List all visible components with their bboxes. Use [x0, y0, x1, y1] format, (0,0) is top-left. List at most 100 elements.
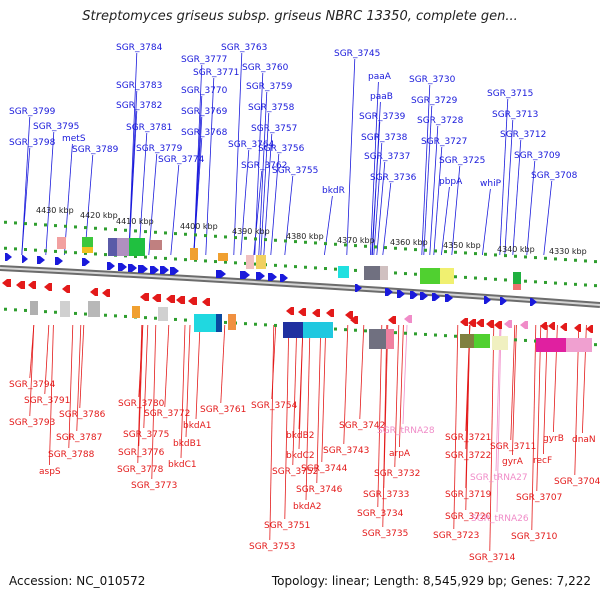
gene-label-bottom: SGR_3721 — [445, 433, 491, 443]
scale-tick — [144, 230, 147, 234]
top-gene-labels: SGR_3784 SGR_3763 SGR_3777 SGR_3771 SGR_3760… — [9, 43, 578, 196]
topology-length-genes: Topology: linear; Length: 8,545,929 bp; … — [271, 574, 591, 588]
feature-block — [283, 322, 303, 338]
gene-label-top: SGR_3777 — [181, 55, 227, 65]
scale-tick — [334, 267, 337, 271]
scale-tick — [414, 272, 417, 276]
scale-tick — [244, 261, 247, 265]
leader-line-top — [254, 72, 264, 256]
gene-label-bottom: bkdC2 — [286, 451, 315, 461]
scale-tick — [134, 229, 137, 233]
scale-tick — [464, 275, 467, 279]
scale-tick — [4, 307, 7, 311]
scale-tick — [494, 277, 497, 281]
leader-line-top — [45, 131, 55, 256]
leader-line-bottom — [321, 324, 327, 463]
scale-tick — [334, 327, 337, 331]
scale-tick — [34, 248, 37, 252]
feature-block — [492, 336, 508, 350]
gene-label-top: SGR_3798 — [9, 138, 56, 148]
leader-line-bottom — [510, 324, 516, 441]
scale-tick — [124, 228, 127, 232]
leader-line-bottom — [512, 324, 517, 456]
scale-tick — [24, 308, 27, 312]
scale-tick — [324, 242, 327, 246]
scale-tick — [354, 244, 357, 248]
scale-tick — [454, 250, 457, 254]
scale-tick — [14, 221, 17, 225]
reverse-gene-arrow — [460, 318, 468, 326]
leader-line-bottom — [151, 324, 157, 480]
gene-label-top: SGR_3783 — [116, 81, 162, 91]
gene-label-bottom: bkdA2 — [293, 502, 322, 512]
leader-line-top — [373, 142, 383, 256]
scale-tick — [104, 227, 107, 231]
leader-line-top — [370, 81, 379, 256]
gene-label-top: SGR_3708 — [531, 171, 578, 181]
leader-line-bottom — [465, 324, 471, 511]
gene-label-bottom: SGR_3734 — [357, 509, 404, 519]
gene-label-bottom: SGR_3776 — [118, 448, 165, 458]
leader-line-bottom — [220, 324, 226, 404]
scale-tick — [384, 246, 387, 250]
leader-line-bottom — [399, 324, 404, 448]
leader-line-top — [441, 186, 450, 256]
leader-line-top — [526, 160, 536, 256]
scale-tick — [314, 266, 317, 270]
scale-tick — [564, 258, 567, 262]
gene-label-top: SGR_3763 — [221, 43, 267, 53]
leader-line-top — [504, 119, 514, 256]
gene-label-bottom: SGR_3742 — [339, 421, 385, 431]
gene-label-bottom: SGR_3791 — [24, 396, 70, 406]
gene-label-bottom: SGR_3733 — [363, 490, 409, 500]
scale-tick — [74, 251, 77, 255]
gene-label-bottom: SGR_3704 — [554, 477, 600, 487]
scale-tick — [244, 322, 247, 326]
scale-tick — [84, 251, 87, 255]
feature-block — [132, 306, 140, 318]
scale-tick — [414, 332, 417, 336]
scale-tick — [4, 246, 7, 250]
leader-line-bottom — [298, 324, 304, 450]
scale-tick — [154, 316, 157, 320]
gene-label-top: SGR_3771 — [193, 68, 239, 78]
scale-tick — [424, 332, 427, 336]
reverse-gene-arrow — [486, 320, 494, 328]
scale-tick — [244, 236, 247, 240]
gene-label-top: SGR_3736 — [370, 173, 417, 183]
gene-label-top: whiP — [480, 179, 502, 189]
leader-line-bottom — [164, 324, 170, 408]
leader-line-bottom — [76, 324, 82, 432]
leader-line-top — [253, 170, 263, 256]
scale-tick — [304, 240, 307, 244]
feature-block — [513, 272, 521, 284]
feature-block — [216, 314, 222, 332]
scale-tick — [274, 263, 277, 267]
forward-gene-arrow — [160, 266, 169, 274]
gene-label-bottom: SGR_tRNA28 — [377, 426, 435, 436]
gene-label-top: SGR_3728 — [417, 116, 464, 126]
feature-block — [228, 314, 236, 330]
gene-label-bottom: SGR_3722 — [445, 451, 491, 461]
scale-tick — [444, 334, 447, 338]
scale-tick — [224, 235, 227, 239]
reverse-gene-arrow — [90, 288, 98, 296]
leader-line-top — [543, 180, 553, 256]
forward-gene-arrow — [240, 271, 250, 279]
scale-tick — [524, 338, 527, 342]
scale-tick — [584, 283, 587, 287]
gene-label-bottom: SGR_3773 — [131, 481, 177, 491]
leader-line-top — [64, 143, 73, 256]
gene-label-top: SGR_3757 — [251, 124, 297, 134]
scale-tick — [414, 248, 417, 252]
scale-tick — [94, 252, 97, 256]
scale-tick — [154, 230, 157, 234]
gene-label-bottom: SGR_3794 — [9, 380, 56, 390]
feature-block — [57, 237, 66, 249]
scale-tick — [524, 255, 527, 259]
feature-block — [129, 238, 145, 256]
leader-line-bottom — [44, 324, 50, 395]
leader-line-bottom — [305, 324, 311, 501]
